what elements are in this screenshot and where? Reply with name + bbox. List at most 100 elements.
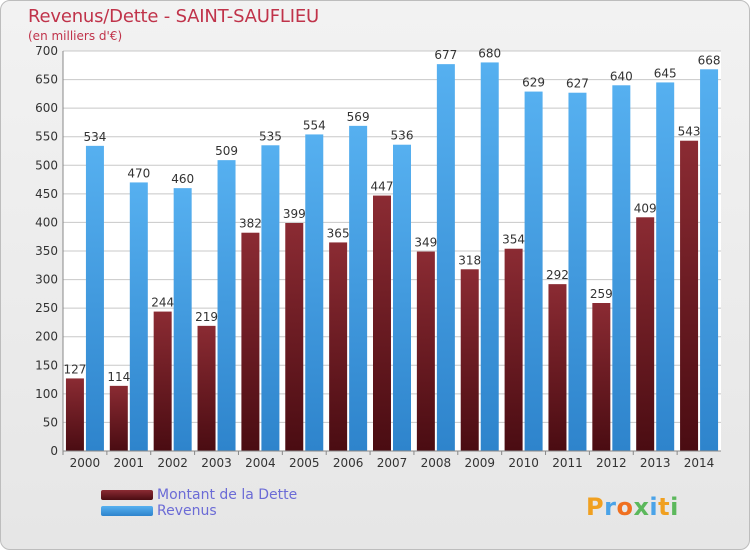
bar-revenus — [480, 62, 499, 452]
data-label-dette: 543 — [678, 125, 701, 139]
bar-revenus — [129, 182, 148, 451]
bar-dette — [416, 251, 435, 451]
y-tick-label: 450 — [35, 187, 58, 201]
bar-revenus — [436, 64, 455, 451]
bar-revenus — [85, 145, 104, 451]
x-tick-label: 2002 — [157, 456, 188, 470]
logo-letter: r — [604, 493, 617, 521]
y-tick-label: 400 — [35, 215, 58, 229]
y-tick-label: 150 — [35, 358, 58, 372]
proxiti-logo: Proxiti — [586, 493, 679, 521]
y-tick-label: 550 — [35, 130, 58, 144]
bar-dette — [197, 325, 216, 451]
x-tick-label: 2003 — [201, 456, 232, 470]
bar-revenus — [217, 160, 236, 451]
bar-revenus — [524, 91, 543, 452]
data-label-dette: 447 — [371, 180, 394, 194]
bar-dette — [109, 385, 128, 451]
bar-dette — [153, 311, 172, 451]
y-tick-label: 650 — [35, 73, 58, 87]
bar-dette — [460, 269, 479, 451]
y-tick-label: 300 — [35, 273, 58, 287]
logo-letter: i — [649, 493, 659, 521]
x-tick-label: 2009 — [464, 456, 495, 470]
data-label-revenus: 536 — [391, 129, 414, 143]
x-tick-label: 2010 — [508, 456, 539, 470]
data-label-dette: 382 — [239, 217, 262, 231]
legend-swatch-dette — [101, 490, 153, 500]
data-label-dette: 399 — [283, 207, 306, 221]
bar-dette — [65, 378, 84, 451]
bar-revenus — [349, 125, 368, 451]
x-tick-label: 2008 — [421, 456, 452, 470]
data-label-revenus: 569 — [347, 110, 370, 124]
x-tick-label: 2006 — [333, 456, 364, 470]
legend-label-dette: Montant de la Dette — [157, 487, 298, 503]
data-label-dette: 409 — [634, 201, 657, 215]
logo-letter: P — [586, 493, 605, 521]
data-label-revenus: 460 — [171, 172, 194, 186]
data-label-revenus: 677 — [434, 48, 457, 62]
x-tick-label: 2005 — [289, 456, 320, 470]
data-label-revenus: 645 — [654, 66, 677, 80]
x-tick-label: 2007 — [377, 456, 408, 470]
y-tick-label: 50 — [43, 415, 58, 429]
bar-revenus — [393, 144, 411, 451]
data-label-dette: 219 — [195, 310, 218, 324]
bar-dette — [592, 303, 611, 451]
y-tick-label: 600 — [35, 101, 58, 115]
data-label-revenus: 680 — [478, 46, 501, 60]
data-label-revenus: 627 — [566, 77, 589, 91]
logo-letter: i — [670, 493, 679, 521]
chart-title: Revenus/Dette - SAINT-SAUFLIEU — [28, 6, 319, 27]
bar-dette — [548, 284, 567, 451]
bar-revenus — [656, 82, 675, 451]
bar-dette — [636, 217, 655, 451]
chart-subtitle: (en milliers d'€) — [28, 29, 123, 43]
x-tick-label: 2004 — [245, 456, 276, 470]
logo-letter: o — [616, 493, 634, 521]
x-tick-label: 2000 — [70, 456, 101, 470]
y-tick-label: 100 — [35, 387, 58, 401]
x-tick-label: 2012 — [596, 456, 627, 470]
data-label-revenus: 470 — [127, 166, 150, 180]
data-label-revenus: 509 — [215, 144, 238, 158]
data-label-dette: 354 — [502, 233, 525, 247]
x-tick-label: 2013 — [640, 456, 671, 470]
bar-revenus — [700, 69, 719, 452]
data-label-dette: 259 — [590, 287, 613, 301]
logo-letter: x — [633, 493, 650, 521]
logo-letter: t — [658, 493, 671, 521]
y-tick-label: 200 — [35, 330, 58, 344]
legend-swatch-revenus — [101, 506, 153, 516]
y-tick-label: 500 — [35, 158, 58, 172]
data-label-dette: 114 — [107, 370, 130, 384]
bar-revenus — [305, 134, 324, 451]
bar-revenus — [261, 145, 280, 452]
bar-revenus — [612, 85, 631, 452]
data-label-revenus: 668 — [698, 53, 721, 67]
x-tick-label: 2014 — [684, 456, 715, 470]
data-label-revenus: 629 — [522, 76, 545, 90]
legend-label-revenus: Revenus — [157, 503, 217, 519]
data-label-dette: 244 — [151, 296, 174, 310]
data-label-revenus: 535 — [259, 129, 282, 143]
data-label-dette: 318 — [458, 253, 481, 267]
bar-dette — [241, 232, 260, 451]
bar-dette — [680, 140, 699, 451]
bar-revenus — [568, 92, 587, 451]
bar-dette — [504, 248, 523, 451]
data-label-revenus: 534 — [83, 130, 106, 144]
x-tick-label: 2011 — [552, 456, 583, 470]
bar-dette — [373, 195, 391, 451]
bar-dette — [285, 223, 304, 451]
y-tick-label: 250 — [35, 301, 58, 315]
y-tick-label: 700 — [35, 44, 58, 58]
data-label-revenus: 554 — [303, 118, 326, 132]
y-tick-label: 350 — [35, 244, 58, 258]
data-label-dette: 292 — [546, 268, 569, 282]
data-label-dette: 365 — [327, 226, 350, 240]
y-tick-label: 0 — [50, 444, 58, 458]
data-label-dette: 127 — [63, 362, 86, 376]
